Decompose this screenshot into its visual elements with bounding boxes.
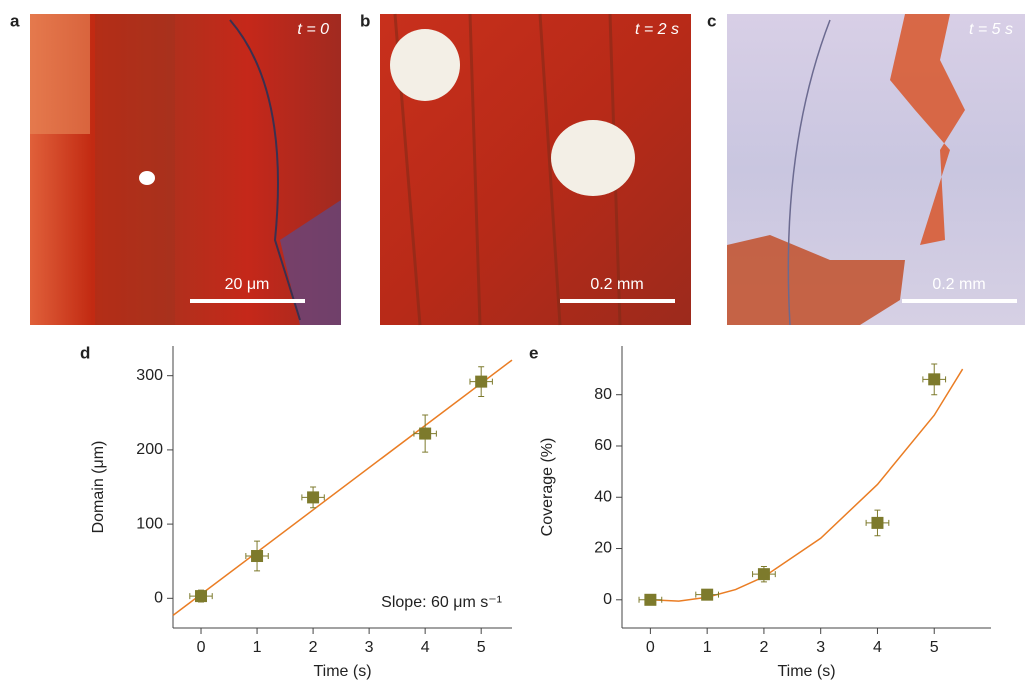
annotation: Slope: 60 μm s⁻¹ [381, 594, 502, 611]
y-tick-label: 0 [603, 591, 612, 608]
y-tick-label: 80 [594, 386, 612, 403]
x-tick-label: 2 [759, 639, 768, 656]
time-label: t = 5 s [969, 21, 1013, 38]
point [307, 491, 319, 503]
point [871, 517, 883, 529]
y-tick-label: 300 [136, 367, 163, 384]
x-tick-label: 1 [703, 639, 712, 656]
x-tick-label: 0 [646, 639, 655, 656]
point [644, 594, 656, 606]
panel-label: a [10, 11, 20, 30]
y-tick-label: 100 [136, 515, 163, 532]
x-tick-label: 3 [816, 639, 825, 656]
x-tick-label: 4 [421, 639, 430, 656]
chart: d 0 100 200 300 0 1 2 3 4 5 Time (s) Domain (μm) Slop… [80, 343, 512, 680]
x-axis-label: Time (s) [313, 663, 371, 680]
x-axis-label: Time (s) [777, 663, 835, 680]
fit-line [173, 360, 512, 615]
time-label: t = 0 [297, 21, 329, 38]
x-tick-label: 0 [197, 639, 206, 656]
y-tick-label: 20 [594, 540, 612, 557]
panel-label: c [707, 11, 716, 30]
x-tick-label: 5 [477, 639, 486, 656]
x-tick-label: 4 [873, 639, 882, 656]
point [195, 590, 207, 602]
panel-label: e [529, 343, 538, 362]
page: at = 020 μmbt = 2 s0.2 mmct = 5 s0.2 mm … [0, 0, 1026, 681]
time-label: t = 2 s [635, 21, 679, 38]
x-tick-label: 2 [309, 639, 318, 656]
fit-line [650, 369, 962, 601]
y-axis-label: Domain (μm) [90, 441, 107, 534]
y-tick-label: 40 [594, 488, 612, 505]
y-tick-label: 200 [136, 441, 163, 458]
point [475, 376, 487, 388]
panel-label: d [80, 343, 90, 362]
y-tick-label: 0 [154, 590, 163, 607]
figure: at = 020 μmbt = 2 s0.2 mmct = 5 s0.2 mm … [0, 0, 1026, 681]
chart: e 0 20 40 60 80 0 1 2 3 4 5 Time (s) Coverage (%) [529, 343, 991, 680]
y-tick-label: 60 [594, 437, 612, 454]
micrograph-b [380, 14, 691, 325]
x-tick-label: 5 [930, 639, 939, 656]
point [419, 428, 431, 440]
scale-bar-label: 0.2 mm [590, 276, 643, 293]
point [928, 373, 940, 385]
point [251, 550, 263, 562]
point [701, 589, 713, 601]
micrograph-a [30, 14, 341, 325]
x-tick-label: 1 [253, 639, 262, 656]
x-tick-label: 3 [365, 639, 374, 656]
y-axis-label: Coverage (%) [539, 438, 556, 537]
scale-bar-label: 0.2 mm [932, 276, 985, 293]
panel-label: b [360, 11, 370, 30]
scale-bar-label: 20 μm [225, 276, 270, 293]
point [758, 568, 770, 580]
